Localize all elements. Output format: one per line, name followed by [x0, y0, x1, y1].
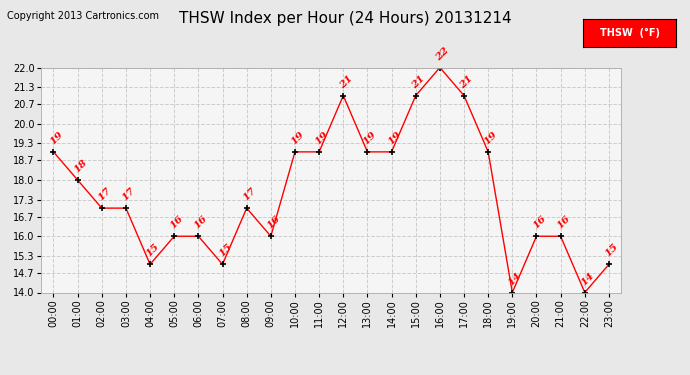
Text: 21: 21 — [337, 74, 355, 90]
Text: 17: 17 — [120, 186, 137, 202]
Text: 19: 19 — [386, 130, 403, 146]
Text: 19: 19 — [362, 130, 379, 146]
Text: 16: 16 — [265, 214, 282, 231]
Text: THSW Index per Hour (24 Hours) 20131214: THSW Index per Hour (24 Hours) 20131214 — [179, 11, 511, 26]
Text: 17: 17 — [96, 186, 113, 202]
Text: 19: 19 — [289, 130, 306, 146]
Text: 22: 22 — [434, 45, 451, 62]
Text: 15: 15 — [217, 242, 234, 259]
Text: 21: 21 — [458, 74, 475, 90]
Text: 16: 16 — [168, 214, 186, 231]
Text: 21: 21 — [410, 74, 427, 90]
Text: Copyright 2013 Cartronics.com: Copyright 2013 Cartronics.com — [7, 11, 159, 21]
Text: 15: 15 — [603, 242, 620, 259]
Text: 19: 19 — [313, 130, 331, 146]
Text: 16: 16 — [555, 214, 572, 231]
Text: 17: 17 — [241, 186, 258, 202]
Text: 19: 19 — [482, 130, 500, 146]
Text: 14: 14 — [506, 270, 524, 287]
Text: 18: 18 — [72, 158, 89, 174]
Text: THSW  (°F): THSW (°F) — [600, 28, 660, 38]
Text: 16: 16 — [531, 214, 548, 231]
Text: 14: 14 — [579, 270, 596, 287]
Text: 16: 16 — [193, 214, 210, 231]
Text: 19: 19 — [48, 130, 65, 146]
Text: 15: 15 — [144, 242, 161, 259]
